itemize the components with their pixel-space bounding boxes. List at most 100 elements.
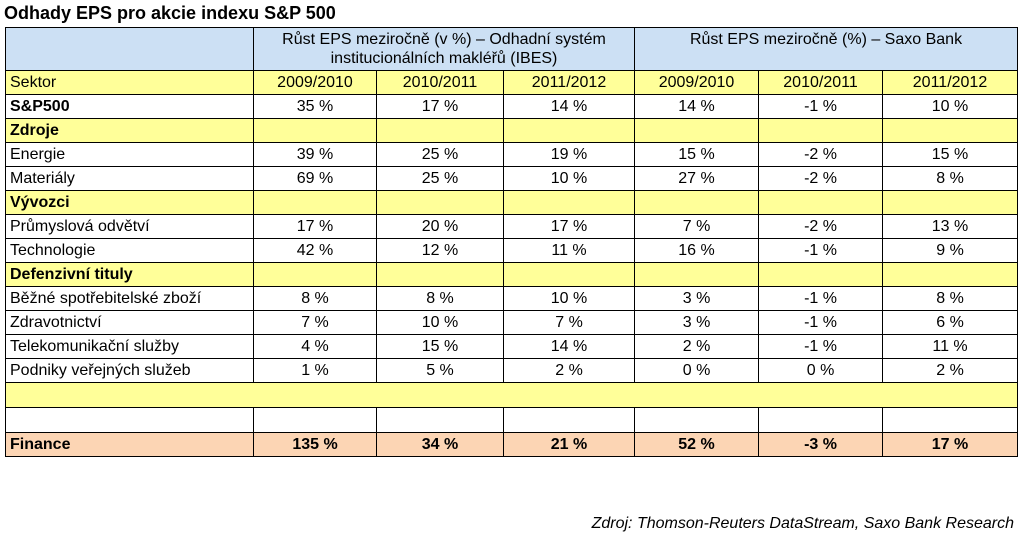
cell-value: 14 % — [502, 94, 636, 119]
cell-value: 14 % — [502, 334, 636, 359]
cell-value: 25 % — [376, 166, 504, 191]
blank-cell — [4, 382, 1019, 408]
cell-value: -2 % — [758, 166, 884, 191]
section-cell — [502, 118, 636, 143]
section-cell — [882, 190, 1019, 215]
table-row: Podniky veřejných služeb 1 % 5 % 2 % 0 %… — [5, 358, 1019, 383]
section-row: Defenzivní tituly — [5, 262, 1019, 287]
cell-value: 2 % — [882, 358, 1019, 383]
cell-value: 6 % — [882, 310, 1019, 335]
cell-value: 5 % — [376, 358, 504, 383]
blank-cell — [882, 407, 1019, 433]
table-row: Průmyslová odvětví 17 % 20 % 17 % 7 % -2… — [5, 214, 1019, 239]
section-row: Vývozci — [5, 190, 1019, 215]
cell-value: 11 % — [502, 238, 636, 263]
cell-value: 1 % — [253, 358, 377, 383]
cell-value: 35 % — [253, 94, 377, 119]
cell-value: 13 % — [882, 214, 1019, 239]
cell-value: 0 % — [634, 358, 760, 383]
cell-value: 135 % — [253, 432, 377, 457]
cell-value: 17 % — [253, 214, 377, 239]
table-row: Technologie 42 % 12 % 11 % 16 % -1 % 9 % — [5, 238, 1019, 263]
cell-value: 8 % — [882, 286, 1019, 311]
row-label: Energie — [5, 142, 254, 167]
cell-value: 15 % — [882, 142, 1019, 167]
cell-value: 8 % — [376, 286, 504, 311]
cell-value: -2 % — [758, 142, 884, 167]
cell-value: 0 % — [758, 358, 884, 383]
source-note: Zdroj: Thomson-Reuters DataStream, Saxo … — [591, 515, 1014, 532]
cell-value: 19 % — [502, 142, 636, 167]
section-cell — [758, 262, 884, 287]
section-label: Vývozci — [5, 190, 254, 215]
cell-value: -1 % — [758, 238, 884, 263]
cell-value: 34 % — [376, 432, 504, 457]
section-row: Zdroje — [5, 118, 1019, 143]
row-label: Průmyslová odvětví — [5, 214, 254, 239]
header-year: 2009/2010 — [253, 70, 377, 95]
cell-value: 7 % — [634, 214, 760, 239]
cell-value: 27 % — [634, 166, 760, 191]
section-cell — [758, 190, 884, 215]
table-row: Materiály 69 % 25 % 10 % 27 % -2 % 8 % — [5, 166, 1019, 191]
row-label: S&P500 — [5, 94, 254, 119]
section-cell — [253, 262, 377, 287]
row-label: Podniky veřejných služeb — [5, 358, 254, 383]
section-cell — [882, 262, 1019, 287]
page-title: Odhady EPS pro akcie indexu S&P 500 — [4, 3, 336, 23]
eps-table: Růst EPS meziročně (v %) – Odhadní systé… — [4, 27, 1019, 457]
cell-value: -2 % — [758, 214, 884, 239]
table-row: S&P500 35 % 17 % 14 % 14 % -1 % 10 % — [5, 94, 1019, 119]
cell-value: 15 % — [376, 334, 504, 359]
cell-value: -1 % — [758, 94, 884, 119]
blank-row — [5, 407, 1019, 433]
section-cell — [502, 262, 636, 287]
section-cell — [634, 118, 760, 143]
cell-value: 8 % — [882, 166, 1019, 191]
cell-value: 2 % — [502, 358, 636, 383]
header-empty-cell — [5, 27, 254, 71]
blank-cell — [253, 407, 377, 433]
cell-value: 10 % — [376, 310, 504, 335]
header-year: 2011/2012 — [502, 70, 636, 95]
blank-cell — [634, 407, 760, 433]
cell-value: -1 % — [758, 286, 884, 311]
cell-value: 10 % — [882, 94, 1019, 119]
cell-value: 14 % — [634, 94, 760, 119]
cell-value: 25 % — [376, 142, 504, 167]
header-sector: Sektor — [5, 70, 254, 95]
cell-value: 12 % — [376, 238, 504, 263]
section-label: Zdroje — [5, 118, 254, 143]
section-cell — [376, 190, 504, 215]
cell-value: 52 % — [634, 432, 760, 457]
cell-value: 9 % — [882, 238, 1019, 263]
section-cell — [634, 262, 760, 287]
cell-value: 3 % — [634, 286, 760, 311]
cell-value: 16 % — [634, 238, 760, 263]
header-group-row: Růst EPS meziročně (v %) – Odhadní systé… — [5, 27, 1019, 71]
cell-value: 21 % — [502, 432, 636, 457]
table-row: Energie 39 % 25 % 19 % 15 % -2 % 15 % — [5, 142, 1019, 167]
row-label: Zdravotnictví — [5, 310, 254, 335]
cell-value: -1 % — [758, 334, 884, 359]
section-cell — [253, 190, 377, 215]
blank-cell — [376, 407, 504, 433]
blank-cell — [5, 407, 254, 433]
blank-cell — [502, 407, 636, 433]
cell-value: 17 % — [502, 214, 636, 239]
cell-value: 15 % — [634, 142, 760, 167]
cell-value: 8 % — [253, 286, 377, 311]
section-cell — [502, 190, 636, 215]
section-cell — [882, 118, 1019, 143]
table-row: Zdravotnictví 7 % 10 % 7 % 3 % -1 % 6 % — [5, 310, 1019, 335]
cell-value: 10 % — [502, 166, 636, 191]
section-label: Defenzivní tituly — [5, 262, 254, 287]
section-cell — [253, 118, 377, 143]
header-year: 2011/2012 — [882, 70, 1019, 95]
cell-value: 20 % — [376, 214, 504, 239]
header-year: 2010/2011 — [758, 70, 884, 95]
cell-value: 39 % — [253, 142, 377, 167]
section-cell — [376, 262, 504, 287]
section-cell — [634, 190, 760, 215]
header-group-ibes: Růst EPS meziročně (v %) – Odhadní systé… — [252, 27, 636, 71]
